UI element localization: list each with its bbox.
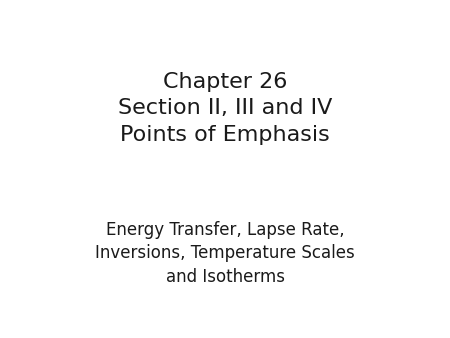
Text: Chapter 26
Section II, III and IV
Points of Emphasis: Chapter 26 Section II, III and IV Points… xyxy=(118,72,332,145)
Text: Energy Transfer, Lapse Rate,
Inversions, Temperature Scales
and Isotherms: Energy Transfer, Lapse Rate, Inversions,… xyxy=(95,221,355,286)
